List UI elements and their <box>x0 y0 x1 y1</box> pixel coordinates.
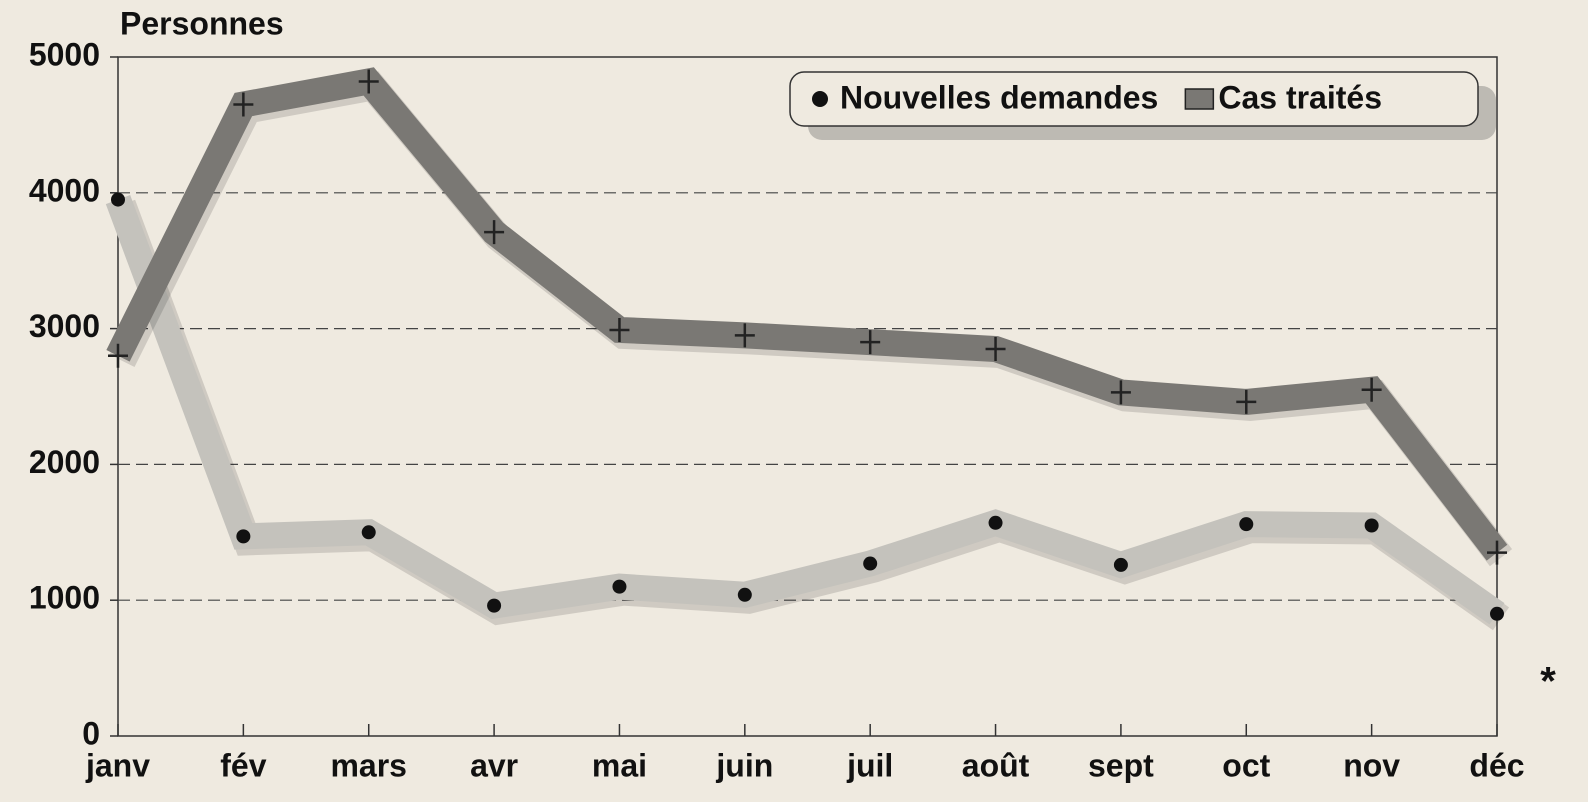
legend-swatch <box>1184 88 1215 110</box>
x-tick-label: janv <box>85 747 150 783</box>
legend-label: Cas traités <box>1218 79 1382 115</box>
data-point <box>860 330 881 355</box>
data-point <box>233 92 254 117</box>
data-point <box>985 336 1006 361</box>
series-line <box>106 67 1508 561</box>
legend-swatch <box>812 91 828 107</box>
plot-frame <box>117 56 1498 737</box>
data-point <box>484 220 505 245</box>
y-axis-label: Personnes <box>120 5 284 41</box>
data-point <box>863 556 878 571</box>
x-tick-label: mars <box>330 747 407 783</box>
data-point <box>487 598 502 613</box>
data-point <box>236 529 251 544</box>
y-tick-label: 5000 <box>29 36 100 72</box>
data-point <box>1113 557 1128 572</box>
y-tick-label: 4000 <box>29 172 100 208</box>
data-point <box>1490 606 1504 621</box>
series-line <box>105 195 1505 625</box>
legend-box <box>789 71 1479 127</box>
x-tick-label: déc <box>1469 747 1524 783</box>
data-point <box>361 525 376 540</box>
data-point <box>988 515 1003 530</box>
data-point <box>358 69 379 94</box>
x-tick-label: fév <box>220 747 266 783</box>
x-tick-label: juil <box>846 747 893 783</box>
data-point <box>1487 540 1507 565</box>
data-point <box>1110 380 1131 405</box>
x-tick-label: mai <box>592 747 647 783</box>
data-point <box>737 587 752 602</box>
y-tick-label: 3000 <box>29 308 100 344</box>
data-point <box>609 317 630 342</box>
data-point <box>612 579 627 594</box>
data-point <box>108 343 128 368</box>
x-tick-label: nov <box>1343 747 1400 783</box>
x-tick-label: avr <box>470 747 518 783</box>
x-tick-label: sept <box>1088 747 1154 783</box>
y-tick-label: 2000 <box>29 444 100 480</box>
y-tick-label: 0 <box>82 715 100 751</box>
legend-label: Nouvelles demandes <box>840 79 1158 115</box>
x-tick-label: juin <box>715 747 773 783</box>
data-point <box>1236 389 1257 414</box>
data-point <box>111 192 125 207</box>
data-point <box>734 323 755 348</box>
series-shadow <box>109 71 1513 567</box>
data-point <box>1239 517 1254 532</box>
data-point <box>1364 518 1379 533</box>
data-point <box>1361 377 1382 402</box>
annotation: * <box>1540 660 1556 704</box>
x-tick-label: oct <box>1222 747 1270 783</box>
x-tick-label: août <box>962 747 1030 783</box>
y-tick-label: 1000 <box>29 580 100 616</box>
